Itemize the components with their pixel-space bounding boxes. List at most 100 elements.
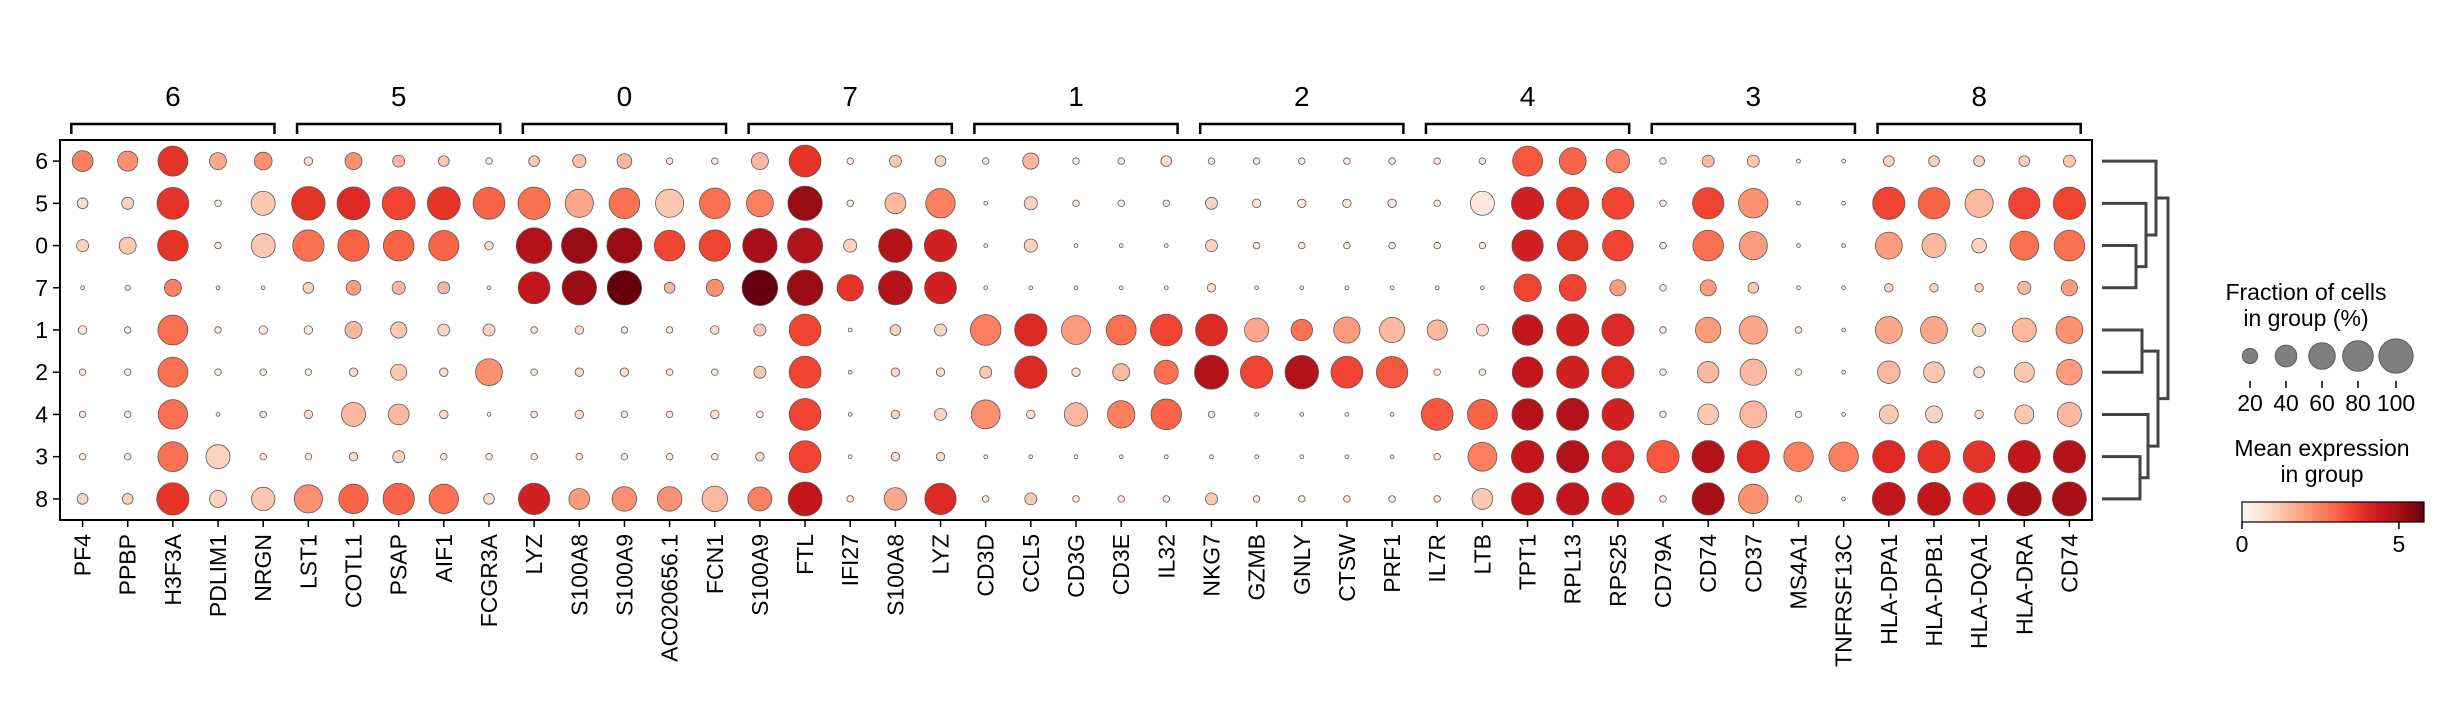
dot-1-prf1-29 [1379,316,1406,343]
dot-0-psap-7 [382,229,415,262]
dot-2-h3f3a-2 [157,356,189,388]
group-bracket-2 [1198,122,1405,134]
group-bracket-5 [295,122,502,134]
dot-5-s100a8-11 [564,188,594,218]
dot-2-gzmb-26 [1240,355,1274,389]
dot-4-pdlim1-3 [215,412,221,417]
dot-8-cd37-37 [1738,483,1769,515]
dot-3-hla-dra-43 [2007,440,2041,474]
dot-4-pf4-0 [78,410,87,419]
dot-1-cd3e-23 [1105,314,1137,346]
gene-label-nrgn-4: NRGN [250,534,276,602]
dot-2-fcn1-14 [711,368,719,376]
gene-label-psap-7: PSAP [386,534,412,595]
dot-8-gzmb-26 [1252,495,1261,503]
dot-8-nrgn-4 [251,486,276,512]
dot-3-lyz-10 [530,453,538,461]
dot-5-gnly-27 [1297,198,1307,208]
dot-3-hla-dpb1-41 [1917,440,1951,474]
gene-label-tpt1-32: TPT1 [1515,534,1541,590]
dot-3-tnfrsf13c-39 [1828,441,1859,472]
color-legend-title-line-0: Mean expression [2234,435,2409,461]
dot-1-fcn1-14 [710,325,720,335]
dot-5-cd3d-20 [983,201,988,206]
dot-2-ltb-31 [1478,368,1487,376]
dot-2-gnly-27 [1284,355,1319,390]
dot-6-s100a9-12 [616,153,633,169]
dot-2-ccl5-21 [1014,355,1048,389]
dot-1-ppbp-1 [124,326,132,334]
dot-4-fcgr3a-9 [486,412,492,417]
group-bracket-0 [521,122,728,134]
gene-label-nkg7-25: NKG7 [1198,534,1224,597]
dot-3-cd37-37 [1736,440,1770,474]
dot-6-ftl-16 [788,144,822,178]
dot-5-hla-dqa1-42 [1964,188,1994,218]
dot-6-lyz-19 [934,155,947,167]
dot-8-ctsw-28 [1343,495,1351,503]
gene-label-tnfrsf13c-39: TNFRSF13C [1831,534,1857,667]
dot-5-hla-dra-43 [2008,187,2041,220]
dot-0-prf1-29 [1388,241,1396,250]
dot-6-gnly-27 [1298,157,1306,165]
dot-7-cd74-36 [1699,279,1717,297]
dot-8-ms4a1-38 [1794,495,1803,503]
dot-4-ifi27-17 [847,412,853,417]
dot-8-aif1-8 [428,483,459,515]
group-bracket-1 [973,122,1179,134]
gene-label-ppbp-1: PPBP [115,534,141,595]
dot-7-gnly-27 [1299,285,1305,291]
dot-2-s100a9-15 [753,365,767,379]
dot-1-ac020656-1-13 [665,326,674,334]
dot-1-ifi27-17 [847,327,853,333]
dot-7-ccl5-21 [1028,285,1034,291]
dendrogram-link-root [2156,196,2170,401]
dot-6-psap-7 [392,154,406,168]
gene-label-rps25-34: RPS25 [1605,534,1631,607]
color-legend-title-line-1: in group [2280,461,2363,487]
dot-7-tpt1-32 [1513,273,1542,302]
dot-7-pf4-0 [80,285,85,291]
dot-6-ms4a1-38 [1796,158,1801,164]
dot-5-il7r-30 [1433,199,1441,207]
dot-2-cotl1-6 [348,367,359,377]
dot-2-il7r-30 [1433,368,1441,376]
dot-2-fcgr3a-9 [475,358,503,387]
row-labels: 6 5 0 7 1 2 4 3 8 [35,148,60,512]
dot-2-pf4-0 [78,368,87,376]
dot-6-pdlim1-3 [209,152,227,171]
dot-5-il32-24 [1162,199,1170,207]
dot-8-lyz-10 [518,482,551,515]
dot-8-hla-dqa1-42 [1962,482,1996,516]
dot-5-rpl13-33 [1556,186,1590,220]
dot-1-ms4a1-38 [1794,326,1803,334]
dot-1-lyz-19 [934,323,947,337]
dot-3-cd79a-35 [1646,440,1680,474]
dot-1-cotl1-6 [344,321,363,339]
gene-labels: PF4 PPBP H3F3A PDLIM1 NRGN LST1 COTL1 PSAP AIF1 F… [70,520,2082,667]
dot-0-fcn1-14 [698,229,731,262]
dot-3-lst1-5 [304,453,313,461]
dot-0-cd37-37 [1738,231,1768,261]
dot-5-cd74-44 [2052,186,2086,220]
dot-8-cd74-44 [2052,481,2087,517]
dot-3-gnly-27 [1299,454,1305,460]
gene-label-cd3d-20: CD3D [973,534,999,597]
dot-1-pf4-0 [77,325,88,335]
dot-7-fcgr3a-9 [486,285,492,291]
gene-label-cd79a-35: CD79A [1650,533,1676,608]
group-label-2: 2 [1294,81,1310,112]
dot-1-tnfrsf13c-39 [1841,327,1846,333]
dot-2-cd37-37 [1739,358,1767,386]
gene-label-ctsw-28: CTSW [1334,534,1360,602]
dot-1-tpt1-32 [1511,314,1544,346]
dot-4-lyz-10 [530,410,538,419]
gene-label-hla-dqa1-42: HLA-DQA1 [1966,534,1992,649]
dot-5-tnfrsf13c-39 [1841,201,1846,206]
dot-1-hla-dra-43 [2011,317,2037,343]
dot-8-h3f3a-2 [156,482,190,516]
dot-8-ifi27-17 [846,495,854,503]
dot-5-aif1-8 [426,186,461,221]
dot-4-rpl13-33 [1556,397,1590,431]
dot-8-gnly-27 [1298,495,1306,503]
